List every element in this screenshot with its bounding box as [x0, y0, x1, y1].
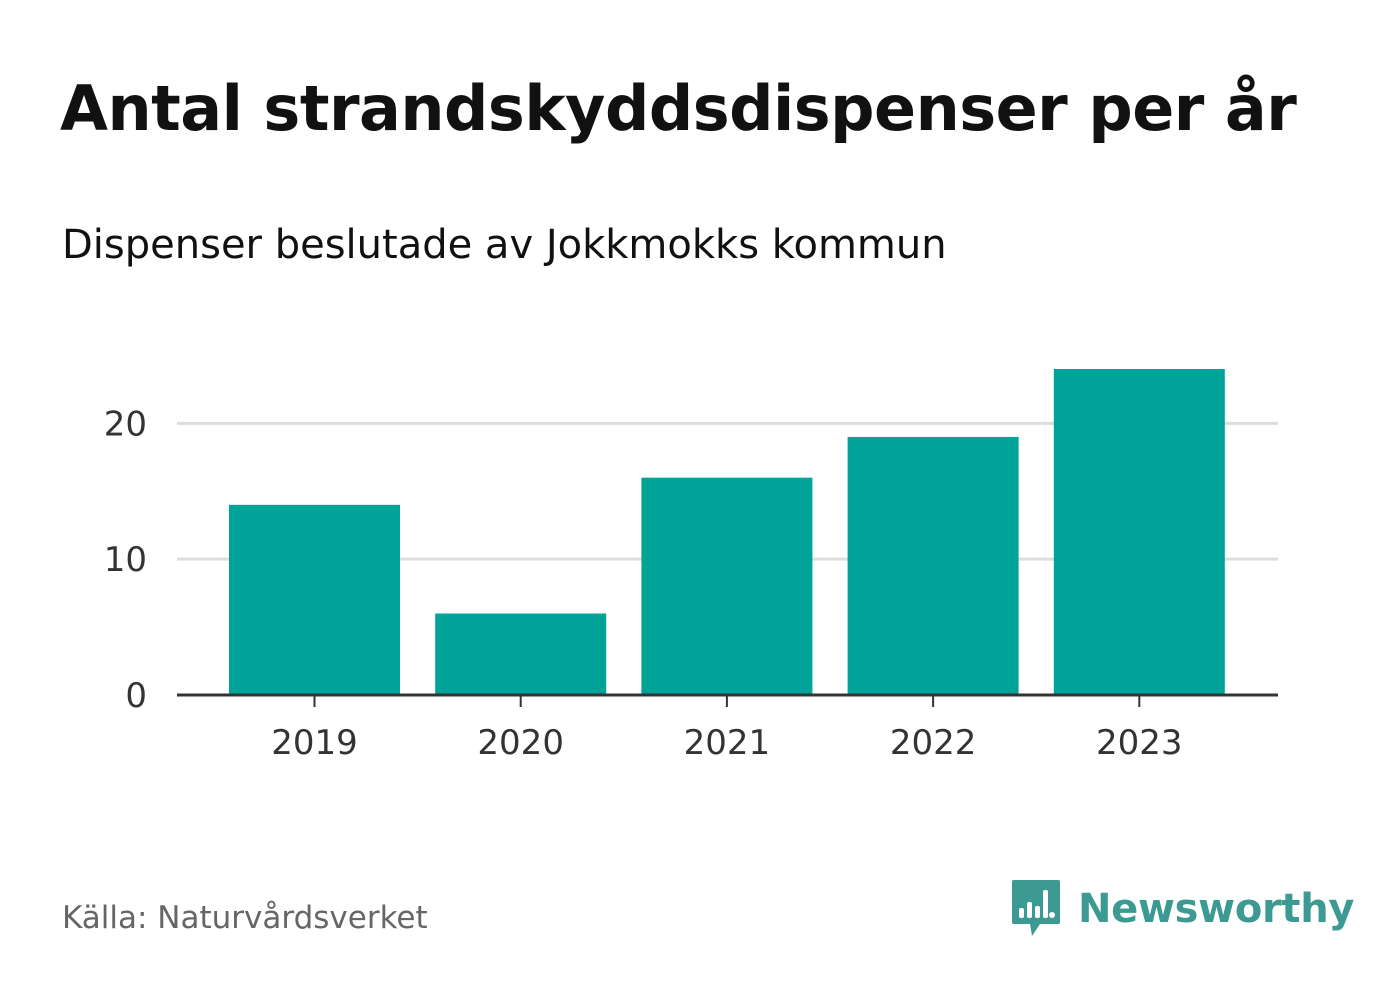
- brand-logo: Newsworthy: [1010, 878, 1355, 940]
- y-tick-label: 10: [104, 540, 147, 580]
- y-tick-label: 0: [125, 676, 147, 716]
- chart-title: Antal strandskyddsdispenser per år: [60, 72, 1297, 145]
- bar-2019: [229, 504, 400, 695]
- bar-2023: [1053, 369, 1225, 695]
- x-tick-label: 2023: [1096, 723, 1183, 763]
- axes: 0 10 20 2019 2020 2021 2022 2023: [104, 404, 1278, 763]
- x-tick-label: 2020: [477, 723, 564, 763]
- brand-name: Newsworthy: [1078, 886, 1355, 932]
- newsworthy-logo-icon: [1012, 880, 1060, 936]
- bar-2021: [641, 477, 813, 695]
- x-tick-label: 2021: [684, 723, 771, 763]
- x-tick-label: 2019: [271, 723, 358, 763]
- source-note: Källa: Naturvårdsverket: [62, 900, 428, 936]
- x-tick-label: 2022: [890, 723, 977, 763]
- bar-2022: [847, 436, 1019, 695]
- y-tick-label: 20: [104, 404, 147, 444]
- bar-2020: [435, 613, 607, 695]
- bars: [229, 369, 1225, 695]
- chart-subtitle: Dispenser beslutade av Jokkmokks kommun: [62, 222, 947, 268]
